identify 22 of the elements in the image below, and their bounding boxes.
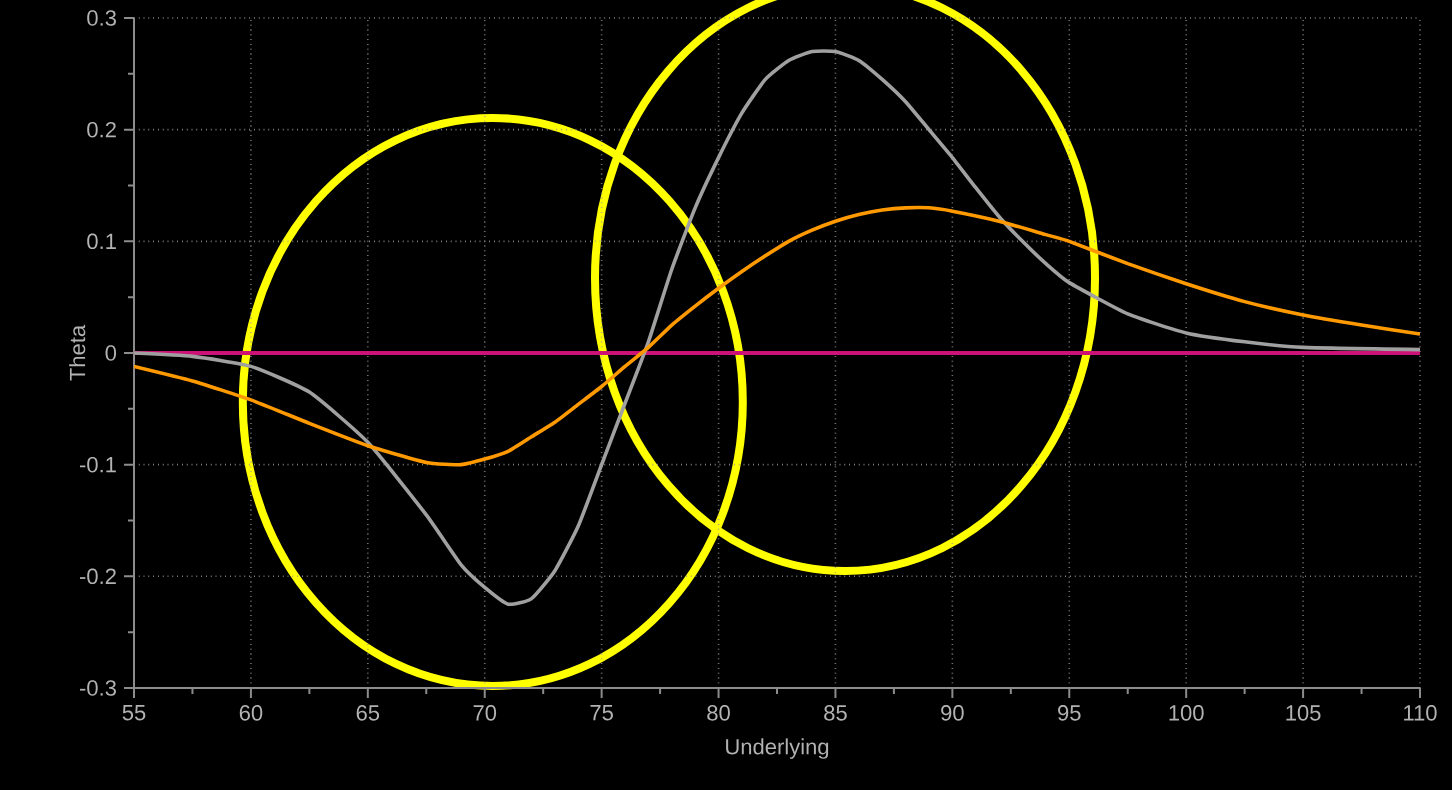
x-tick-label: 70 (473, 705, 497, 721)
line-series (134, 205, 1420, 467)
x-tick-label: 105 (1286, 705, 1321, 721)
y-axis-title: Theta (69, 324, 86, 381)
y-tick-label: -0.2 (80, 568, 116, 585)
y-tick-label: 0.2 (87, 121, 116, 138)
y-tick-label: 0.1 (87, 233, 116, 250)
x-tick-label: 75 (590, 705, 613, 721)
x-tick-label: 80 (707, 705, 730, 721)
x-tick-label: 85 (824, 705, 847, 721)
y-tick-label: -0.3 (80, 680, 116, 696)
x-tick-label: 65 (356, 705, 380, 721)
x-tick-label: 55 (122, 705, 146, 721)
y-tick-label: 0.3 (87, 10, 116, 26)
x-tick-label: 95 (1058, 705, 1081, 721)
y-tick-label: -0.1 (80, 456, 116, 473)
y-tick-label: 0 (105, 345, 117, 361)
x-axis-title: Underlying (726, 738, 829, 759)
x-tick-label: 90 (941, 705, 964, 721)
x-tick-label: 60 (239, 705, 263, 721)
x-tick-label: 110 (1404, 705, 1437, 721)
x-tick-label: 100 (1169, 705, 1204, 721)
